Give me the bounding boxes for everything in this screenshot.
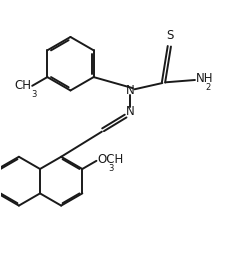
- Text: N: N: [125, 105, 134, 118]
- Text: NH: NH: [196, 72, 214, 85]
- Text: 3: 3: [32, 90, 37, 99]
- Text: N: N: [125, 84, 134, 97]
- Text: 3: 3: [108, 164, 114, 173]
- Text: 2: 2: [206, 83, 211, 92]
- Text: CH: CH: [15, 78, 32, 92]
- Text: S: S: [166, 29, 173, 42]
- Text: OCH: OCH: [97, 153, 123, 166]
